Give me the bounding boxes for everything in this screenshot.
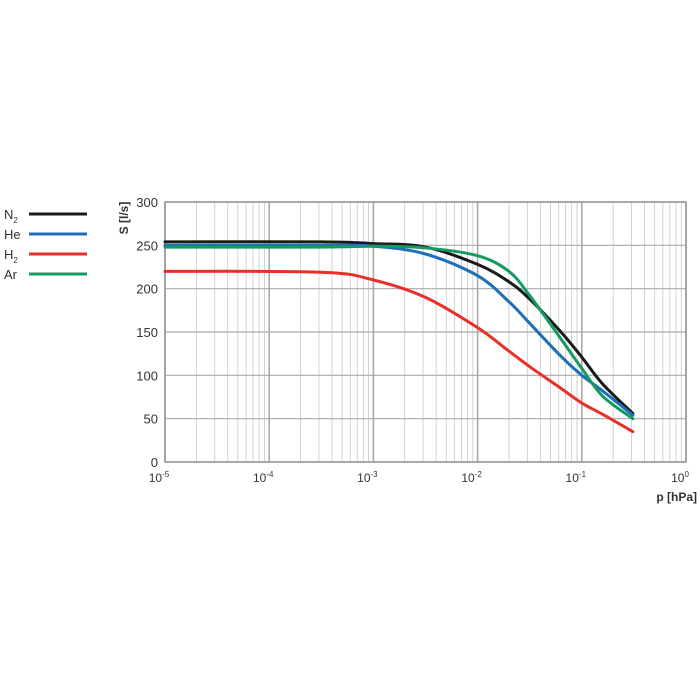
series-line-he bbox=[163, 243, 635, 417]
x-axis-label: p [hPa] bbox=[656, 490, 697, 504]
x-tick-label: 100 bbox=[671, 470, 689, 485]
y-tick-label: 200 bbox=[136, 282, 158, 297]
y-tick-label: 300 bbox=[136, 195, 158, 210]
series-line-h2 bbox=[163, 269, 635, 434]
legend-label: Ar bbox=[4, 267, 18, 282]
x-tick-label: 10-4 bbox=[253, 470, 274, 485]
y-tick-label: 50 bbox=[144, 412, 158, 427]
legend-label: He bbox=[4, 227, 21, 242]
y-tick-label: 150 bbox=[136, 325, 158, 340]
y-axis-label: S [l/s] bbox=[117, 202, 131, 235]
y-tick-label: 0 bbox=[151, 455, 158, 470]
y-tick-label: 250 bbox=[136, 238, 158, 253]
x-tick-label: 10-5 bbox=[149, 470, 170, 485]
series-line-ar bbox=[163, 244, 635, 421]
legend-label: H2 bbox=[4, 247, 18, 265]
plot-frame bbox=[164, 201, 687, 463]
series-line-n2 bbox=[163, 240, 635, 415]
legend-label: N2 bbox=[4, 207, 18, 225]
y-tick-label: 100 bbox=[136, 368, 158, 383]
x-tick-label: 10-1 bbox=[566, 470, 587, 485]
x-tick-label: 10-3 bbox=[357, 470, 378, 485]
x-tick-label: 10-2 bbox=[461, 470, 482, 485]
